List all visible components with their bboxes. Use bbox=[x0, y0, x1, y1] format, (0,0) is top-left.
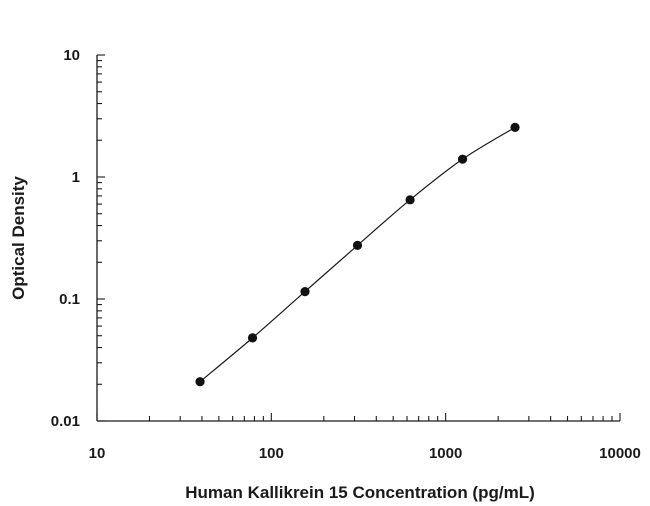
x-tick-label: 100 bbox=[259, 445, 284, 462]
data-points bbox=[195, 122, 520, 387]
x-tick-label: 10 bbox=[89, 445, 106, 462]
y-tick-labels: 0.01 0.1 1 10 bbox=[51, 47, 80, 430]
data-point bbox=[300, 286, 310, 297]
fit-curve bbox=[199, 126, 516, 383]
data-point bbox=[457, 154, 468, 164]
data-point bbox=[247, 333, 258, 343]
data-point bbox=[195, 377, 205, 387]
y-axis-title: Optical Density bbox=[9, 176, 28, 300]
axes bbox=[96, 55, 620, 422]
y-ticks bbox=[97, 54, 105, 422]
x-axis-title: Human Kallikrein 15 Concentration (pg/mL… bbox=[185, 483, 535, 502]
y-tick-label: 1 bbox=[72, 169, 80, 186]
data-point bbox=[510, 122, 520, 133]
y-tick-label: 10 bbox=[63, 47, 80, 64]
x-ticks bbox=[96, 413, 621, 421]
x-tick-label: 1000 bbox=[429, 445, 462, 462]
x-tick-labels: 10 100 1000 10000 bbox=[89, 445, 641, 462]
x-tick-label: 10000 bbox=[599, 445, 641, 462]
data-point bbox=[352, 240, 363, 251]
data-point bbox=[405, 195, 415, 205]
y-tick-label: 0.1 bbox=[59, 291, 80, 308]
y-tick-label: 0.01 bbox=[51, 413, 80, 430]
